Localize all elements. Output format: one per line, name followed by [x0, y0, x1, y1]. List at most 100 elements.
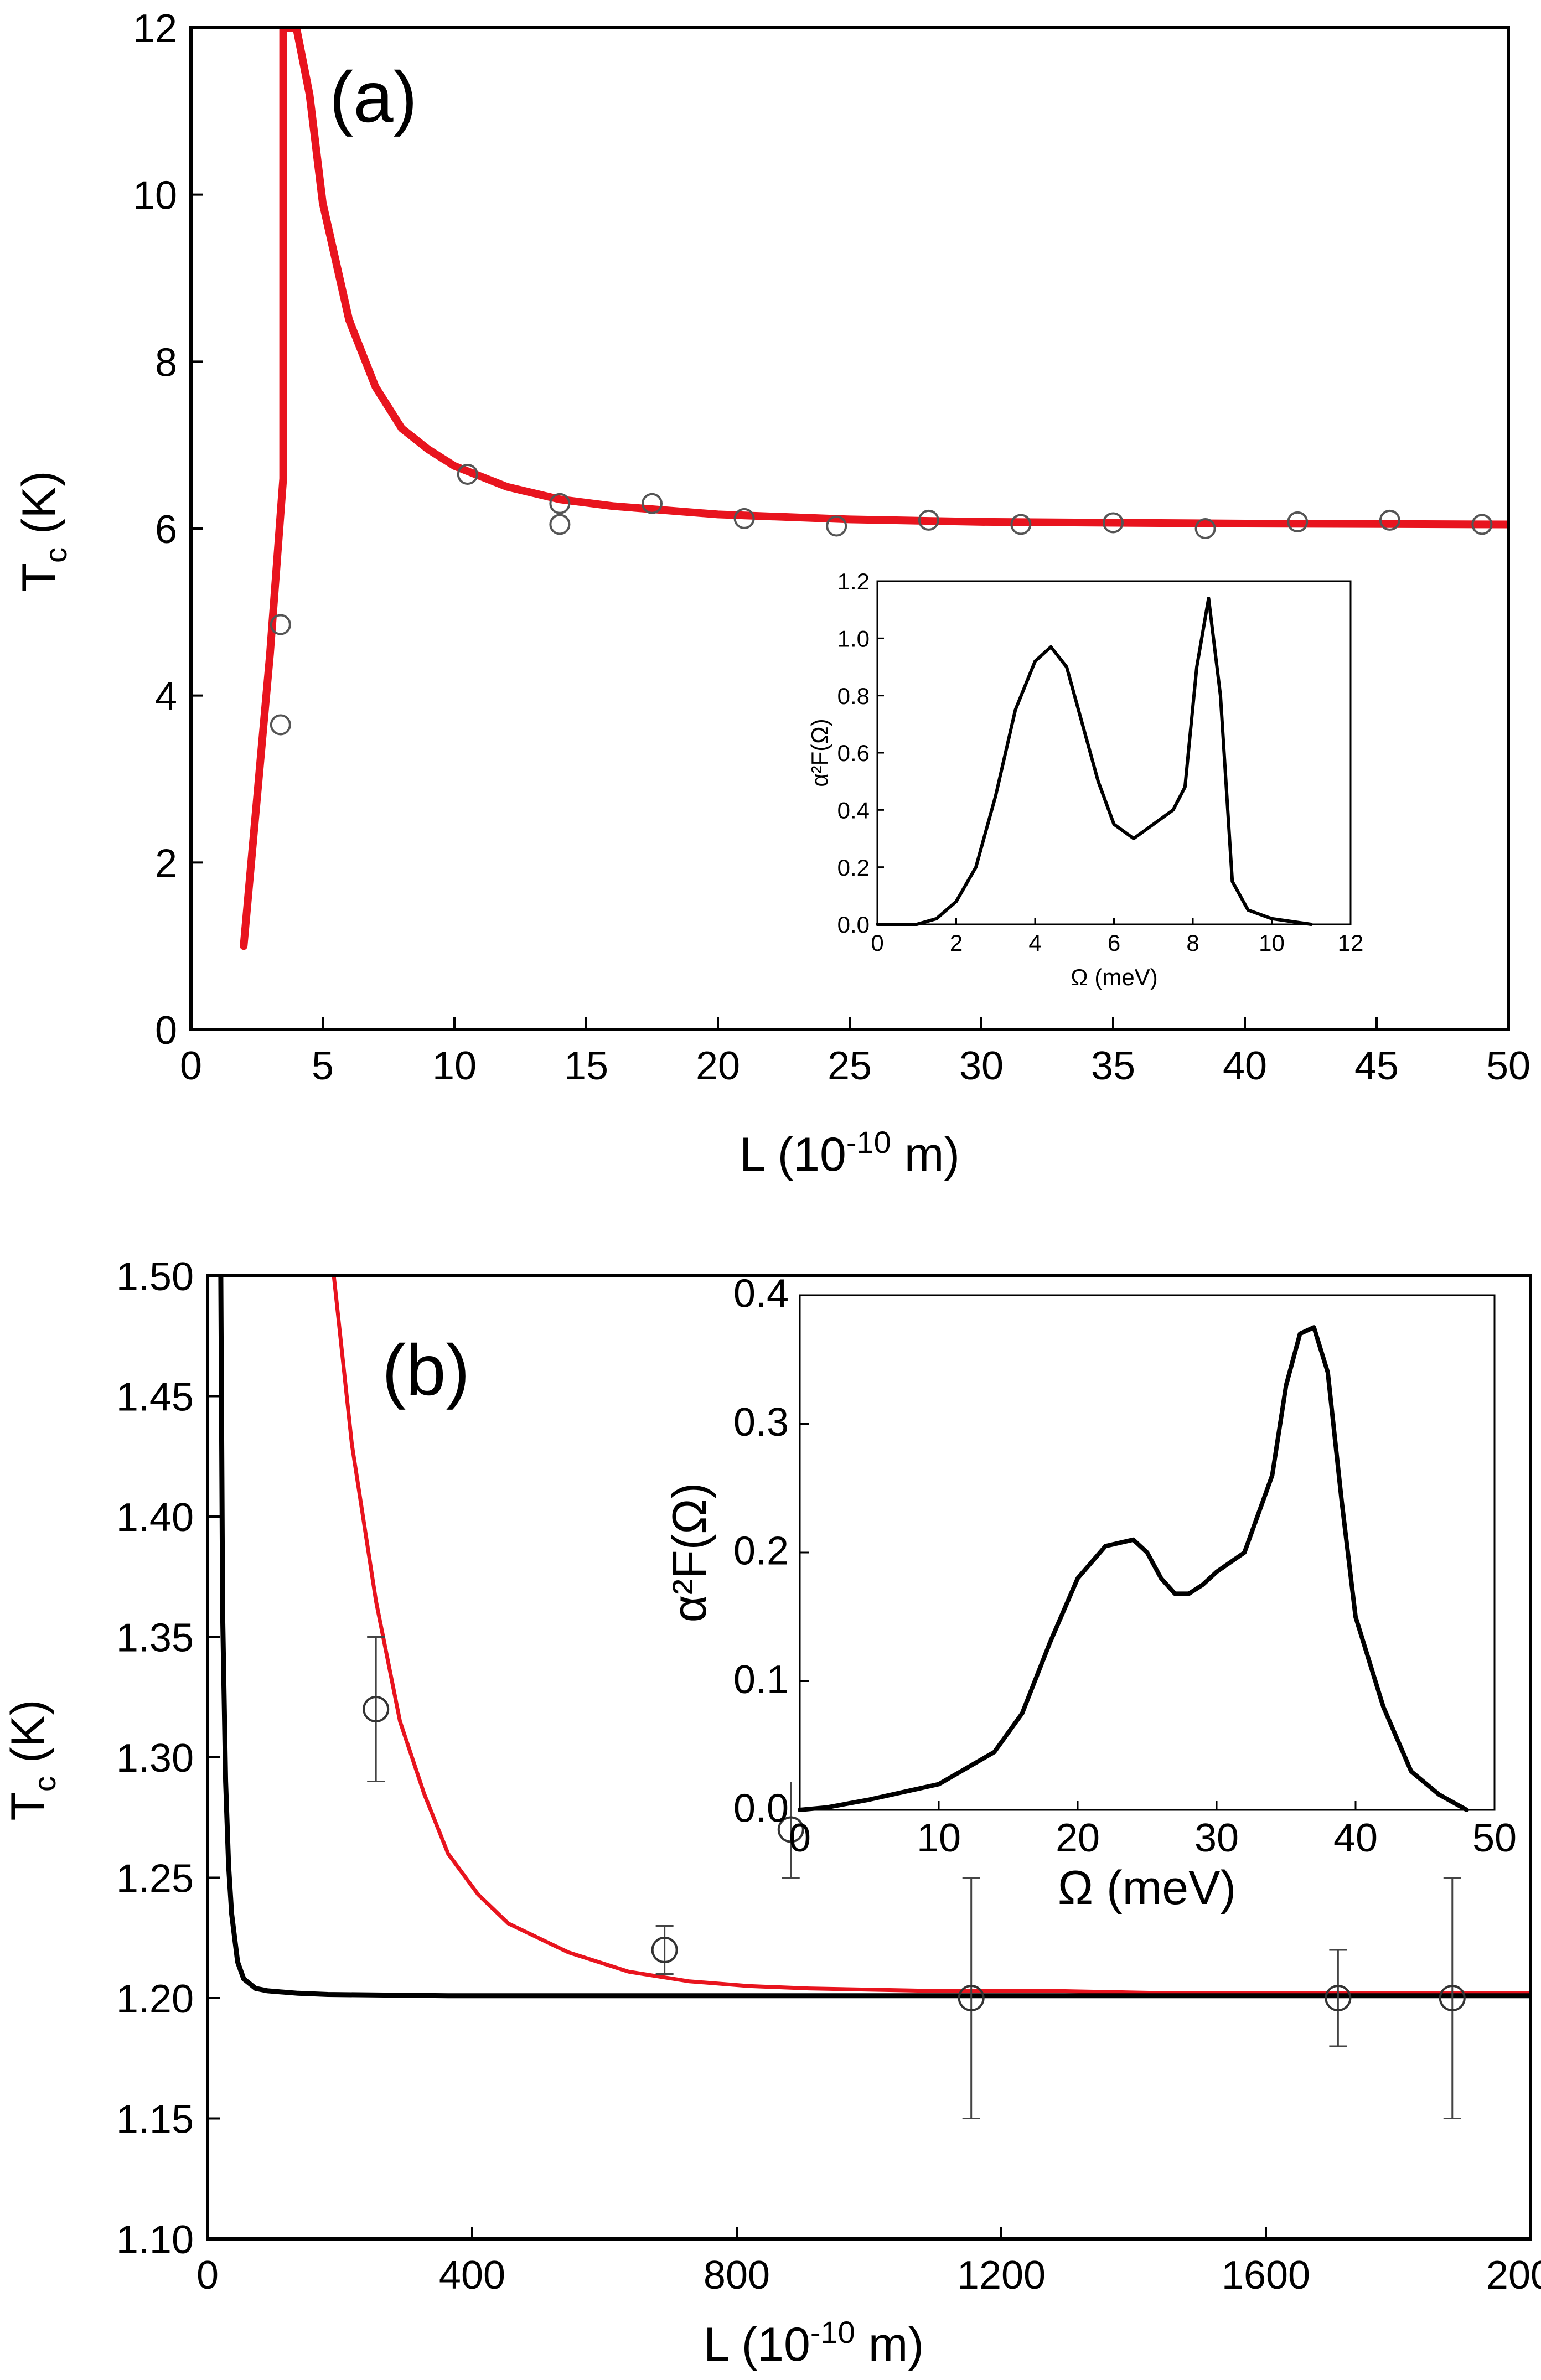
panel-a-data-point — [457, 463, 478, 485]
panel-a-x-tick-label: 10 — [432, 1044, 477, 1088]
panel-a-inset-y-tick-label: 0.2 — [837, 855, 870, 881]
panel-b-inset-x-tick-label: 20 — [1056, 1816, 1100, 1860]
panel-b-x-tick-label: 800 — [704, 2253, 770, 2298]
panel-b-black-line — [218, 1276, 1530, 1999]
panel-a-x-tick-label: 15 — [564, 1044, 608, 1088]
panel-b-y-tick-label: 1.30 — [116, 1736, 194, 1781]
panel-a-inset-y-tick-label: 0.8 — [837, 683, 870, 709]
panel-a-data-point — [1287, 511, 1309, 532]
panel-b-data-point — [1439, 1985, 1466, 2011]
panel-b-x-tick-label: 1200 — [957, 2253, 1046, 2298]
panel-a-x-tick-label: 35 — [1091, 1044, 1135, 1088]
panel-a-y-tick-label: 2 — [155, 841, 177, 886]
panel-b-inset-x-tick-label: 10 — [917, 1816, 961, 1860]
panel-b-inset-x-ticks: 0 10 20 30 40 50 — [789, 1801, 1517, 1860]
panel-a-inset-y-axis-label: α²F(Ω) — [806, 718, 832, 787]
panel-b-data-point — [651, 1937, 678, 1963]
panel-a-inset-plot — [876, 597, 1313, 926]
panel-b-x-tick-label: 1600 — [1222, 2253, 1310, 2298]
panel-a-inset-y-ticks: 0.0 0.2 0.4 0.6 0.8 1.0 1.2 — [837, 568, 884, 938]
panel-a-data-point — [733, 508, 755, 529]
panel-a-inset-x-tick-label: 12 — [1338, 930, 1364, 956]
panel-b-y-tick-label: 1.35 — [116, 1616, 194, 1660]
panel-a-y-tick-label: 0 — [155, 1008, 177, 1053]
panel-b-inset-line — [798, 1325, 1469, 1812]
panel-a-y-tick-label: 6 — [155, 508, 177, 552]
panel-b-x-tick-label: 0 — [196, 2253, 219, 2298]
panel-b: (b) 0400800120016002000 1.101.151.201.25… — [2, 1255, 1541, 2371]
panel-a-data-point — [1471, 514, 1493, 535]
panel-a-inset-y-tick-label: 0.0 — [837, 912, 870, 938]
panel-a-inset-x-tick-label: 10 — [1259, 930, 1285, 956]
panel-a-x-tick-label: 30 — [959, 1044, 1004, 1088]
panel-a-inset-y-tick-label: 0.6 — [837, 740, 870, 766]
panel-b-data-point — [777, 1816, 804, 1843]
panel-b-inset-y-tick-label: 0.2 — [733, 1529, 789, 1574]
panel-a-inset-x-tick-label: 0 — [871, 930, 883, 956]
panel-a-x-tick-label: 0 — [180, 1044, 202, 1088]
panel-a-x-tick-label: 50 — [1486, 1044, 1530, 1088]
panel-b-inset-x-tick-label: 30 — [1194, 1816, 1239, 1860]
panel-a-data-point — [270, 614, 291, 635]
panel-a-x-axis-label: L (10-10 m) — [740, 1125, 960, 1181]
panel-a-data-point — [826, 515, 847, 537]
panel-a-inset-x-tick-label: 4 — [1028, 930, 1041, 956]
panel-b-inset-y-tick-label: 0.3 — [733, 1400, 789, 1445]
panel-a-inset-line — [876, 597, 1313, 926]
panel-b-y-tick-label: 1.25 — [116, 1856, 194, 1901]
panel-a-x-tick-label: 40 — [1223, 1044, 1267, 1088]
panel-a-x-tick-label: 5 — [312, 1044, 334, 1088]
panel-b-x-tick-label: 2000 — [1486, 2253, 1541, 2298]
panel-b-inset-x-axis-label: Ω (meV) — [1058, 1861, 1236, 1915]
panel-a-data-point — [1010, 514, 1032, 535]
panel-a-plot — [240, 28, 1508, 950]
panel-a-x-ticks: 0 5 10 15 20 25 30 35 40 45 50 — [180, 1017, 1530, 1088]
panel-a-inset-y-tick-label: 0.4 — [837, 797, 870, 823]
panel-b-y-tick-label: 1.20 — [116, 1977, 194, 2021]
panel-a-inset-x-tick-label: 6 — [1108, 930, 1120, 956]
panel-a-y-tick-label: 4 — [155, 675, 177, 719]
panel-b-inset-plot — [798, 1325, 1469, 1812]
panel-b-y-tick-label: 1.40 — [116, 1496, 194, 1540]
panel-b-x-axis-label: L (10-10 m) — [704, 2315, 924, 2371]
panel-b-y-tick-label: 1.15 — [116, 2097, 194, 2141]
panel-a-data-point — [270, 714, 291, 736]
panel-a-inset-x-tick-label: 2 — [950, 930, 963, 956]
panel-b-inset-x-tick-label: 40 — [1333, 1816, 1378, 1860]
panel-b-inset-y-tick-label: 0.4 — [733, 1272, 789, 1316]
panel-b-label: (b) — [382, 1329, 470, 1410]
panel-a-data-point — [642, 493, 663, 514]
panel-a-x-tick-label: 45 — [1354, 1044, 1399, 1088]
panel-a-inset-y-tick-label: 1.0 — [837, 625, 870, 651]
panel-b-plot — [218, 1276, 1530, 2119]
panel-a-label: (a) — [329, 56, 417, 137]
panel-b-inset-y-ticks: 0.0 0.1 0.2 0.3 0.4 — [733, 1272, 809, 1831]
panel-b-inset-y-axis-label: α²F(Ω) — [663, 1483, 716, 1622]
panel-a-y-tick-label: 12 — [133, 7, 177, 51]
panel-a-y-tick-label: 8 — [155, 340, 177, 385]
panel-b-y-tick-label: 1.10 — [116, 2218, 194, 2262]
panel-b-y-tick-label: 1.50 — [116, 1255, 194, 1299]
panel-a-data-point — [918, 509, 939, 531]
panel-b-inset: 0 10 20 30 40 50 0.0 0.1 0.2 0.3 0.4 Ω (meV) α²F(… — [663, 1272, 1517, 1915]
panel-a-inset-x-ticks: 0 2 4 6 8 10 12 — [871, 918, 1363, 956]
panel-b-x-ticks: 0 400 800 1200 1600 2000 — [196, 2227, 1541, 2298]
panel-a-data-point — [549, 493, 571, 514]
panel-a-inset-x-axis-label: Ω (meV) — [1071, 964, 1157, 990]
panel-a-data-point — [549, 514, 571, 535]
panel-b-inset-y-tick-label: 0.0 — [733, 1787, 789, 1831]
panel-b-inset-x-tick-label: 50 — [1472, 1816, 1517, 1860]
panel-a-theory-line — [240, 28, 1508, 950]
panel-b-y-ticks: 1.10 1.15 1.20 1.25 1.30 1.35 1.40 1.45 1.50 — [116, 1255, 220, 2262]
panel-a-inset-y-tick-label: 1.2 — [837, 568, 870, 594]
panel-a-y-axis-label: Tc (K) — [13, 470, 73, 592]
panel-b-data-point — [1325, 1985, 1352, 2011]
panel-b-inset-y-tick-label: 0.1 — [733, 1658, 789, 1702]
panel-a-data-point — [1194, 518, 1216, 539]
panel-a-data-point — [1379, 509, 1400, 531]
panel-a-y-tick-label: 10 — [133, 174, 177, 218]
panel-b-y-axis-label: Tc (K) — [2, 1699, 62, 1820]
panel-b-y-tick-label: 1.45 — [116, 1375, 194, 1419]
panel-a-inset-x-tick-label: 8 — [1186, 930, 1199, 956]
